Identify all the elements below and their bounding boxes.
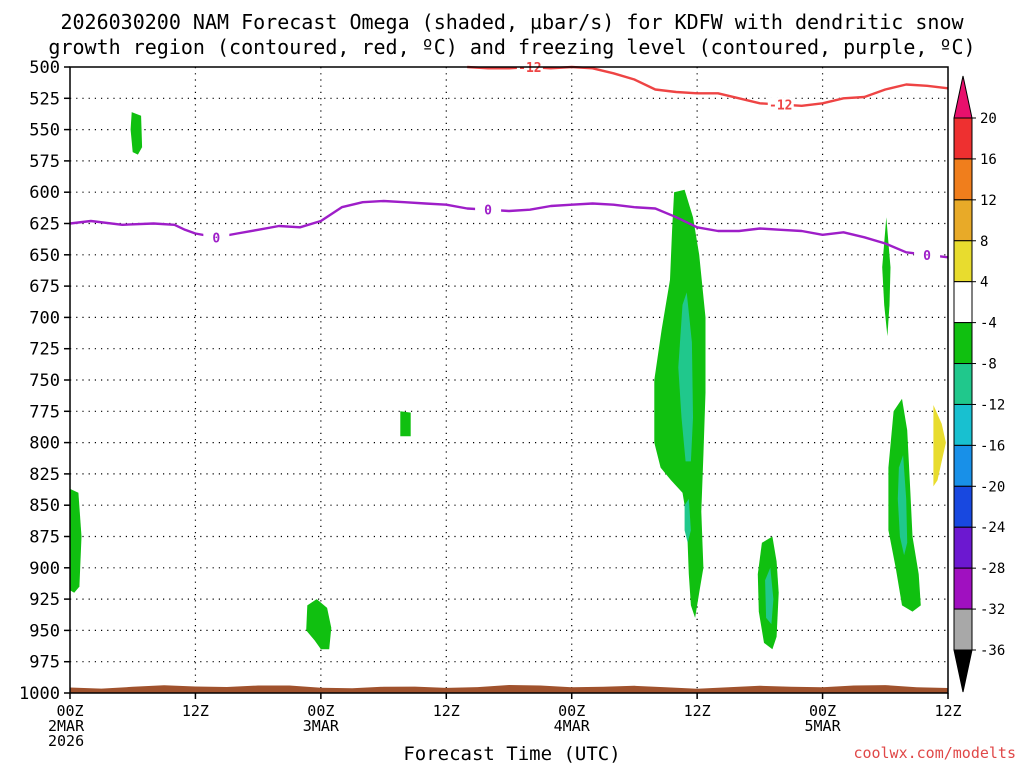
colorbar-segment-10	[953, 485, 973, 528]
colorbar-label-5: -4	[980, 316, 997, 332]
omega-region-teal-4	[897, 455, 908, 556]
colorbar-segment-9	[953, 444, 973, 487]
dendritic-contour-label-0: -12	[518, 61, 541, 76]
colorbar-label-12: -32	[980, 602, 1005, 618]
plot-background	[70, 67, 948, 693]
y-tick-label-500: 500	[29, 58, 60, 78]
colorbar-segment-4	[953, 240, 973, 283]
omega-region-teal-1	[678, 292, 693, 462]
omega-region-teal-2	[684, 498, 691, 543]
y-tick-label-900: 900	[29, 559, 60, 579]
freezing-level-label-bg-2	[914, 247, 941, 262]
y-tick-label-775: 775	[29, 402, 60, 422]
x-tick-label-0-1: 00Z	[56, 702, 83, 720]
colorbar-label-4: 4	[980, 275, 988, 291]
colorbar-label-2: 12	[980, 193, 997, 209]
omega-regions	[70, 112, 946, 650]
x-tick-label-72-2: 5MAR	[805, 717, 842, 735]
y-tick-label-725: 725	[29, 340, 60, 360]
colorbar-segment-6	[953, 322, 973, 365]
omega-region-green-1	[130, 112, 143, 155]
x-tick-label-60-1: 12Z	[684, 702, 711, 720]
colorbar-label-3: 8	[980, 234, 988, 250]
colorbar-label-11: -28	[980, 561, 1005, 577]
y-tick-label-800: 800	[29, 434, 60, 454]
y-tick-label-575: 575	[29, 152, 60, 172]
chart-title-line2: growth region (contoured, red, ºC) and f…	[48, 35, 976, 59]
x-tick-label-72-1: 00Z	[809, 702, 836, 720]
colorbar: 20 16 12 8 4 -4 -8 -12 -16 -20 -24 -28 -32 -36	[953, 75, 1005, 693]
freezing-level-label-2: 0	[923, 249, 931, 264]
terrain-layer	[70, 685, 948, 693]
y-tick-label-525: 525	[29, 89, 60, 109]
colorbar-top-triangle	[953, 75, 973, 119]
x-axis-title: Forecast Time (UTC)	[403, 743, 621, 765]
y-tick-label-875: 875	[29, 528, 60, 548]
colorbar-segment-13	[953, 608, 973, 651]
y-tick-label-675: 675	[29, 277, 60, 297]
colorbar-segment-8	[953, 403, 973, 446]
x-tick-label-84-1: 12Z	[934, 702, 961, 720]
omega-region-green-3	[306, 599, 332, 650]
colorbar-segment-12	[953, 567, 973, 610]
dendritic-contour-label-1: -12	[769, 99, 792, 114]
colorbar-label-6: -8	[980, 357, 997, 373]
x-tick-label-12-1: 12Z	[182, 702, 209, 720]
y-tick-label-825: 825	[29, 465, 60, 485]
x-tick-label-0-3: 2026	[48, 732, 84, 750]
x-tick-label-36-1: 12Z	[433, 702, 460, 720]
y-tick-label-1000: 1000	[19, 684, 60, 704]
omega-region-green-2	[70, 488, 82, 593]
x-tick-label-48-1: 00Z	[558, 702, 585, 720]
y-tick-label-550: 550	[29, 121, 60, 141]
credit-text: coolwx.com/modelts	[853, 744, 1016, 762]
colorbar-segment-5	[953, 281, 973, 324]
x-tick-label-24-2: 3MAR	[303, 717, 340, 735]
terrain-fill	[70, 685, 948, 693]
y-tick-label-950: 950	[29, 621, 60, 641]
omega-region-green-7	[882, 217, 891, 337]
colorbar-segment-2	[953, 158, 973, 201]
y-tick-label-850: 850	[29, 496, 60, 516]
chart-title-line1: 2026030200 NAM Forecast Omega (shaded, µ…	[60, 10, 964, 34]
x-tick-label-48-2: 4MAR	[554, 717, 591, 735]
colorbar-segment-3	[953, 199, 973, 242]
y-tick-label-975: 975	[29, 653, 60, 673]
colorbar-label-9: -20	[980, 479, 1005, 495]
dendritic-contour-line	[467, 65, 949, 107]
omega-region-green-5	[654, 189, 706, 618]
x-tick-label-0-2: 2MAR	[48, 717, 85, 735]
freezing-level-label-bg-1	[475, 202, 502, 217]
omega-region-green-4	[400, 411, 411, 437]
omega-region-yellow-1	[933, 405, 946, 487]
colorbar-segment-7	[953, 363, 973, 405]
colorbar-label-8: -16	[980, 438, 1005, 454]
colorbar-segment-11	[953, 526, 973, 569]
freezing-level-label-bg-0	[203, 230, 230, 245]
contour-lines: 0 0 0 -12 -12	[69, 60, 949, 264]
colorbar-label-1: 16	[980, 152, 997, 168]
freezing-level-label-0: 0	[212, 231, 220, 246]
y-tick-label-625: 625	[29, 215, 60, 235]
colorbar-label-0: 20	[980, 111, 997, 127]
y-tick-label-925: 925	[29, 590, 60, 610]
colorbar-segment-1	[953, 117, 973, 160]
colorbar-label-10: -24	[980, 520, 1005, 536]
y-tick-label-650: 650	[29, 246, 60, 266]
y-tick-label-750: 750	[29, 371, 60, 391]
y-axis: 500 525 550 575 600 625 650 675 700 725 750 775 800 8…	[19, 58, 70, 704]
colorbar-label-7: -12	[980, 397, 1005, 413]
y-tick-label-600: 600	[29, 183, 60, 203]
x-tick-label-24-1: 00Z	[307, 702, 334, 720]
freezing-level-label-1: 0	[484, 204, 492, 219]
dendritic-contour-label-bg-1	[767, 97, 794, 112]
colorbar-bottom-triangle	[953, 649, 973, 693]
omega-region-teal-3	[765, 567, 774, 625]
colorbar-label-13: -36	[980, 643, 1005, 659]
y-tick-label-700: 700	[29, 308, 60, 328]
